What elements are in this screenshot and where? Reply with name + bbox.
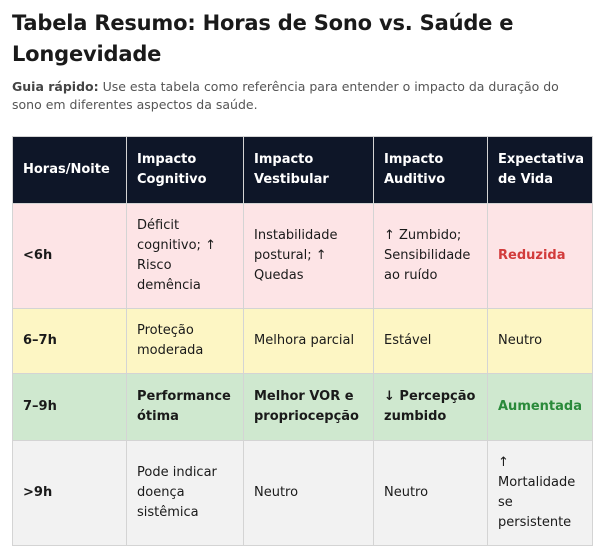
table-row: 7–9h Performance ótima Melhor VOR e prop… xyxy=(12,373,593,441)
header-vestibular: Impacto Vestibular xyxy=(243,136,374,204)
cell-life-expectancy: ↑ Mortalidade se persistente xyxy=(487,440,593,546)
cell-auditory: Neutro xyxy=(373,440,488,546)
cell-hours: 7–9h xyxy=(12,373,127,441)
header-hours: Horas/Noite xyxy=(12,136,127,204)
cell-cognitive: Proteção moderada xyxy=(126,308,244,374)
header-auditory: Impacto Auditivo xyxy=(373,136,488,204)
table-row: >9h Pode indicar doença sistêmica Neutro… xyxy=(12,440,593,546)
cell-cognitive: Déficit cognitivo; ↑ Risco demência xyxy=(126,203,244,309)
cell-vestibular: Instabilidade postural; ↑ Quedas xyxy=(243,203,374,309)
cell-hours: 6–7h xyxy=(12,308,127,374)
cell-auditory: ↑ Zumbido; Sensibilidade ao ruído xyxy=(373,203,488,309)
header-life-expectancy: Expectativa de Vida xyxy=(487,136,593,204)
cell-auditory: Estável xyxy=(373,308,488,374)
summary-table: Horas/Noite Impacto Cognitivo Impacto Ve… xyxy=(12,136,593,546)
cell-vestibular: Melhora parcial xyxy=(243,308,374,374)
cell-hours: <6h xyxy=(12,203,127,309)
cell-life-expectancy: Reduzida xyxy=(487,203,593,309)
table-header-row: Horas/Noite Impacto Cognitivo Impacto Ve… xyxy=(12,136,593,204)
table-row: 6–7h Proteção moderada Melhora parcial E… xyxy=(12,308,593,374)
header-cognitive: Impacto Cognitivo xyxy=(126,136,244,204)
intro-body: Use esta tabela como referência para ent… xyxy=(12,79,559,112)
cell-cognitive: Performance ótima xyxy=(126,373,244,441)
cell-auditory: ↓ Percepção zumbido xyxy=(373,373,488,441)
cell-cognitive: Pode indicar doença sistêmica xyxy=(126,440,244,546)
cell-life-expectancy: Aumentada xyxy=(487,373,593,441)
intro-label: Guia rápido: xyxy=(12,79,99,94)
cell-vestibular: Melhor VOR e propriocepção xyxy=(243,373,374,441)
cell-hours: >9h xyxy=(12,440,127,546)
cell-life-expectancy: Neutro xyxy=(487,308,593,374)
intro-text: Guia rápido: Use esta tabela como referê… xyxy=(12,78,592,114)
cell-vestibular: Neutro xyxy=(243,440,374,546)
page-title: Tabela Resumo: Horas de Sono vs. Saúde e… xyxy=(12,11,514,66)
page: Tabela Resumo: Horas de Sono vs. Saúde e… xyxy=(12,8,593,546)
table-row: <6h Déficit cognitivo; ↑ Risco demência … xyxy=(12,203,593,309)
